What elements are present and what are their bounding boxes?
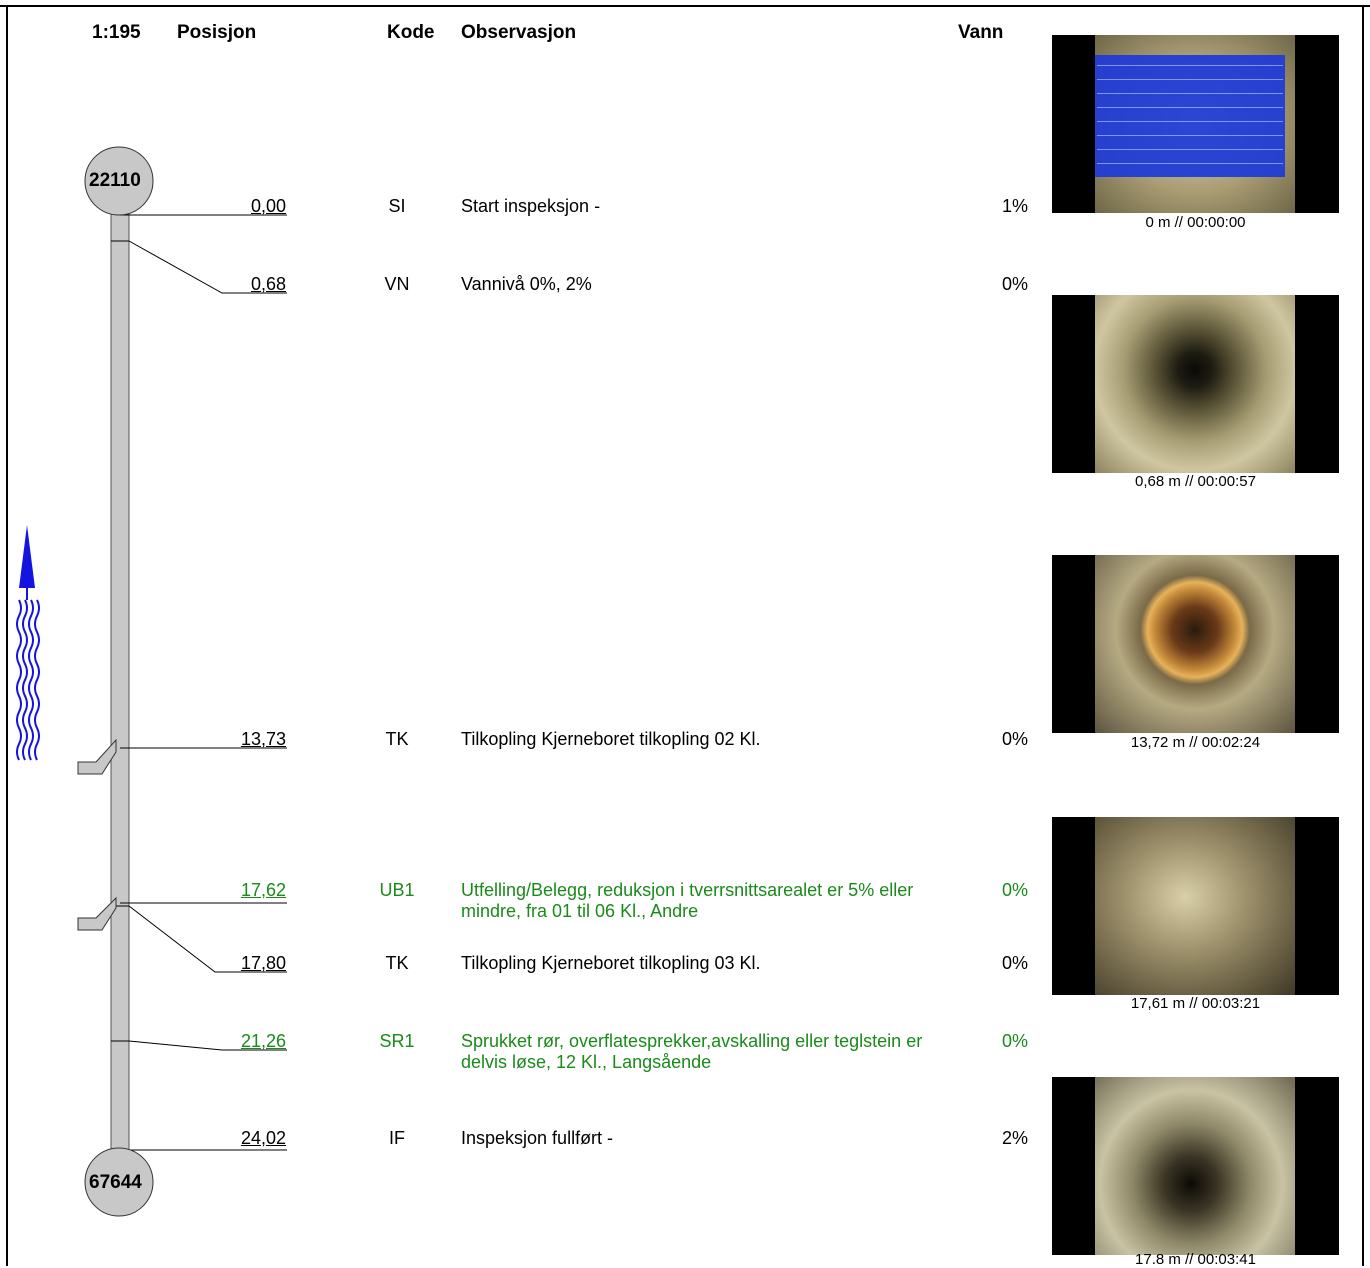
pipe-deposit-icon	[1095, 817, 1295, 995]
observation-position: 17,62	[240, 880, 286, 900]
inspection-info-panel	[1095, 55, 1285, 177]
pipe-crack-icon	[1095, 1077, 1295, 1255]
observation-position: 13,73	[240, 729, 286, 749]
column-header-position: Posisjon	[177, 22, 257, 43]
water-flow-waves-icon	[16, 599, 40, 761]
water-wave-1	[16, 599, 22, 761]
inspection-photo-tunnel[interactable]	[1052, 295, 1339, 473]
water-wave-2	[22, 599, 28, 761]
manhole-node-start	[84, 146, 154, 216]
observation-position: 0,00	[250, 196, 286, 216]
photo-caption: 13,72 m // 00:02:24	[1130, 734, 1261, 751]
leader-line-5	[128, 1040, 287, 1051]
observation-text: Start inspeksjon -	[461, 196, 601, 216]
inspection-photo-crack[interactable]	[1052, 1077, 1339, 1255]
inspection-photo-connection[interactable]	[1052, 555, 1339, 733]
frame-top-border	[0, 5, 1370, 7]
pipe-tunnel-icon	[1095, 295, 1295, 473]
observation-water: 0%	[1001, 953, 1028, 973]
column-header-water: Vann	[958, 22, 1004, 43]
branch-connection-icon	[77, 738, 117, 775]
column-header-observation: Observasjon	[461, 22, 577, 43]
inspection-photo-deposit[interactable]	[1052, 817, 1339, 995]
observation-position: 17,80	[240, 953, 286, 973]
observation-water: 1%	[1001, 196, 1028, 216]
observation-text: Vannivå 0%, 2%	[461, 274, 592, 294]
inspection-photo-info-overlay[interactable]	[1052, 35, 1339, 213]
water-wave-4	[34, 599, 40, 761]
observation-water: 0%	[1001, 729, 1028, 749]
pipe-body	[110, 199, 130, 1161]
branch-connection-icon	[77, 896, 117, 931]
observation-code: TK	[385, 729, 409, 749]
manhole-node-end	[84, 1147, 154, 1217]
frame-right-border	[1362, 5, 1364, 1266]
photo-caption: 17.8 m // 00:03:41	[1135, 1251, 1256, 1268]
observation-text: Tilkopling Kjerneboret tilkopling 02 Kl.	[461, 729, 761, 749]
pipe-connection-icon	[1095, 555, 1295, 733]
photo-caption: 17,61 m // 00:03:21	[1130, 995, 1261, 1012]
observation-position: 24,02	[240, 1128, 286, 1148]
scale-label: 1:195	[92, 22, 141, 43]
observation-water: 2%	[1001, 1128, 1028, 1148]
observation-text: Inspeksjon fullført -	[461, 1128, 614, 1148]
leader-line-4	[128, 905, 287, 973]
water-wave-3	[28, 599, 34, 761]
column-header-code: Kode	[387, 22, 435, 43]
observation-code: UB1	[379, 880, 415, 900]
photo-caption: 0 m // 00:00:00	[1145, 214, 1246, 231]
observation-text: Tilkopling Kjerneboret tilkopling 03 Kl.	[461, 953, 761, 973]
observation-water: 0%	[1001, 274, 1028, 294]
observation-water: 0%	[1001, 880, 1028, 900]
start-node-label: 22110	[89, 170, 141, 191]
observation-code: IF	[389, 1128, 405, 1148]
observation-code: TK	[385, 953, 409, 973]
observation-code: SI	[388, 196, 406, 216]
end-node-label: 67644	[89, 1172, 142, 1193]
observation-code: VN	[384, 274, 410, 294]
frame-left-border	[6, 5, 8, 1266]
observation-text: Sprukket rør, overflatesprekker,avskalli…	[461, 1031, 923, 1072]
photo-caption: 0,68 m // 00:00:57	[1135, 473, 1256, 490]
observation-water: 0%	[1001, 1031, 1028, 1051]
observation-text: Utfelling/Belegg, reduksjon i tverrsnitt…	[461, 880, 914, 921]
flow-arrow-icon	[19, 525, 35, 588]
observation-position: 21,26	[240, 1031, 286, 1051]
leader-line-1	[128, 240, 287, 294]
observation-code: SR1	[379, 1031, 415, 1051]
observation-position: 0,68	[250, 274, 286, 294]
